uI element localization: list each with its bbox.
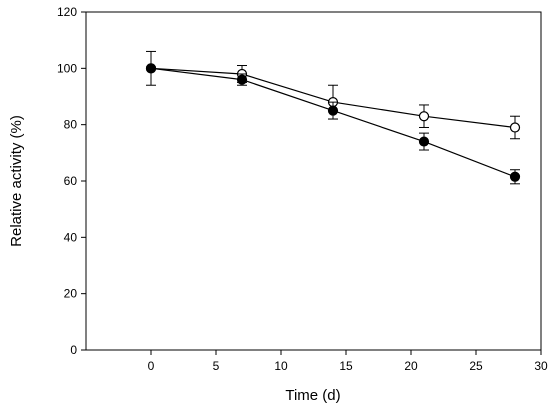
x-tick-label: 10 bbox=[274, 359, 288, 373]
y-tick-label: 40 bbox=[64, 230, 78, 244]
series-1 bbox=[145, 50, 521, 140]
data-point bbox=[509, 171, 521, 182]
x-axis-label: Time (d) bbox=[285, 387, 340, 404]
series-2 bbox=[145, 63, 521, 185]
y-axis: 0 20 40 60 80 100 120 bbox=[57, 5, 86, 357]
x-tick-label: 30 bbox=[534, 359, 548, 373]
series-layer bbox=[145, 50, 521, 185]
y-tick-label: 80 bbox=[64, 118, 78, 132]
x-axis: 0 5 10 15 20 25 30 bbox=[148, 350, 548, 373]
data-point bbox=[145, 63, 157, 74]
y-tick-label: 0 bbox=[70, 343, 77, 357]
plot-frame bbox=[85, 11, 542, 351]
y-axis-label: Relative activity (%) bbox=[8, 115, 25, 247]
x-tick-label: 0 bbox=[148, 359, 155, 373]
data-point bbox=[509, 122, 521, 133]
y-tick-label: 120 bbox=[57, 5, 77, 19]
x-tick-label: 5 bbox=[213, 359, 220, 373]
y-tick-label: 20 bbox=[64, 287, 78, 301]
data-point bbox=[327, 105, 339, 116]
x-tick-label: 20 bbox=[404, 359, 418, 373]
data-point bbox=[236, 74, 248, 85]
y-tick-label: 100 bbox=[57, 61, 77, 75]
x-tick-label: 25 bbox=[469, 359, 483, 373]
data-point bbox=[418, 111, 430, 122]
y-tick-label: 60 bbox=[64, 174, 78, 188]
series-line bbox=[150, 67, 516, 178]
data-point bbox=[418, 136, 430, 147]
x-tick-label: 15 bbox=[339, 359, 353, 373]
